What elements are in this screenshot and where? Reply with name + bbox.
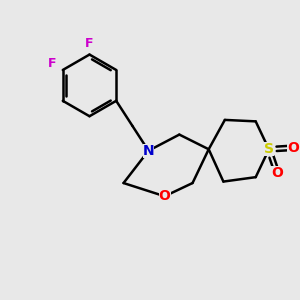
Text: O: O	[159, 189, 171, 203]
Text: O: O	[271, 166, 283, 180]
Text: F: F	[47, 57, 56, 70]
Text: N: N	[143, 144, 154, 158]
Text: O: O	[287, 141, 299, 155]
Text: S: S	[264, 142, 274, 156]
Text: F: F	[85, 37, 94, 50]
